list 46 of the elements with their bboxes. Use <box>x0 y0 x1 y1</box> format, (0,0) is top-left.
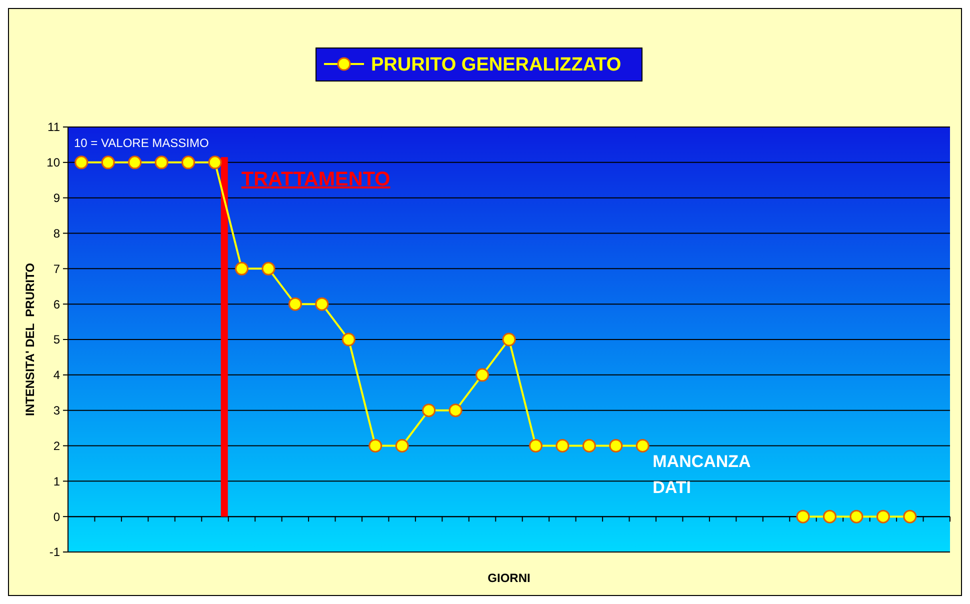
point <box>182 156 196 170</box>
y-tick-label: 11 <box>48 120 60 134</box>
point <box>395 439 409 452</box>
y-tick-label: 0 <box>53 510 60 524</box>
point <box>502 332 516 346</box>
point <box>609 439 623 452</box>
point <box>903 510 917 524</box>
y-tick-label: 9 <box>53 191 60 206</box>
point <box>288 297 302 311</box>
point <box>850 510 864 524</box>
y-axis-title: INTENSITA' DEL PRURITO <box>23 263 37 416</box>
point <box>368 439 382 452</box>
point <box>876 510 890 524</box>
point <box>422 404 436 418</box>
point <box>208 156 222 170</box>
y-tick-label: 2 <box>53 438 60 453</box>
point <box>128 156 142 170</box>
y-tick-label: 3 <box>53 404 60 418</box>
point <box>796 510 810 524</box>
point <box>528 439 542 452</box>
point <box>74 156 88 170</box>
point <box>315 297 329 311</box>
point <box>476 368 490 382</box>
annotation: MANCANZA DATI <box>652 452 751 497</box>
point <box>636 439 650 452</box>
point <box>556 439 570 452</box>
point <box>822 510 836 524</box>
point <box>582 439 596 452</box>
y-tick-label: 6 <box>53 297 60 312</box>
y-tick-label: 10 <box>46 156 60 170</box>
point <box>101 156 115 170</box>
y-tick-label: 5 <box>53 332 60 347</box>
point <box>262 262 276 276</box>
point <box>448 404 462 418</box>
y-tick-label: 8 <box>53 226 60 240</box>
point <box>154 156 168 170</box>
legend-label: PRURITO GENERALIZZATO <box>371 54 622 76</box>
point <box>342 332 356 346</box>
annotation: TRATTAMENTO <box>241 168 390 190</box>
x-axis-title: GIORNI <box>488 571 530 585</box>
point <box>234 262 248 276</box>
y-tick-label: 7 <box>53 262 60 276</box>
annotation: 10 = VALORE MASSIMO <box>74 136 209 150</box>
y-tick-label: 4 <box>53 368 60 382</box>
y-tick-label: -1 <box>49 545 60 560</box>
y-tick-label: 1 <box>53 474 60 488</box>
